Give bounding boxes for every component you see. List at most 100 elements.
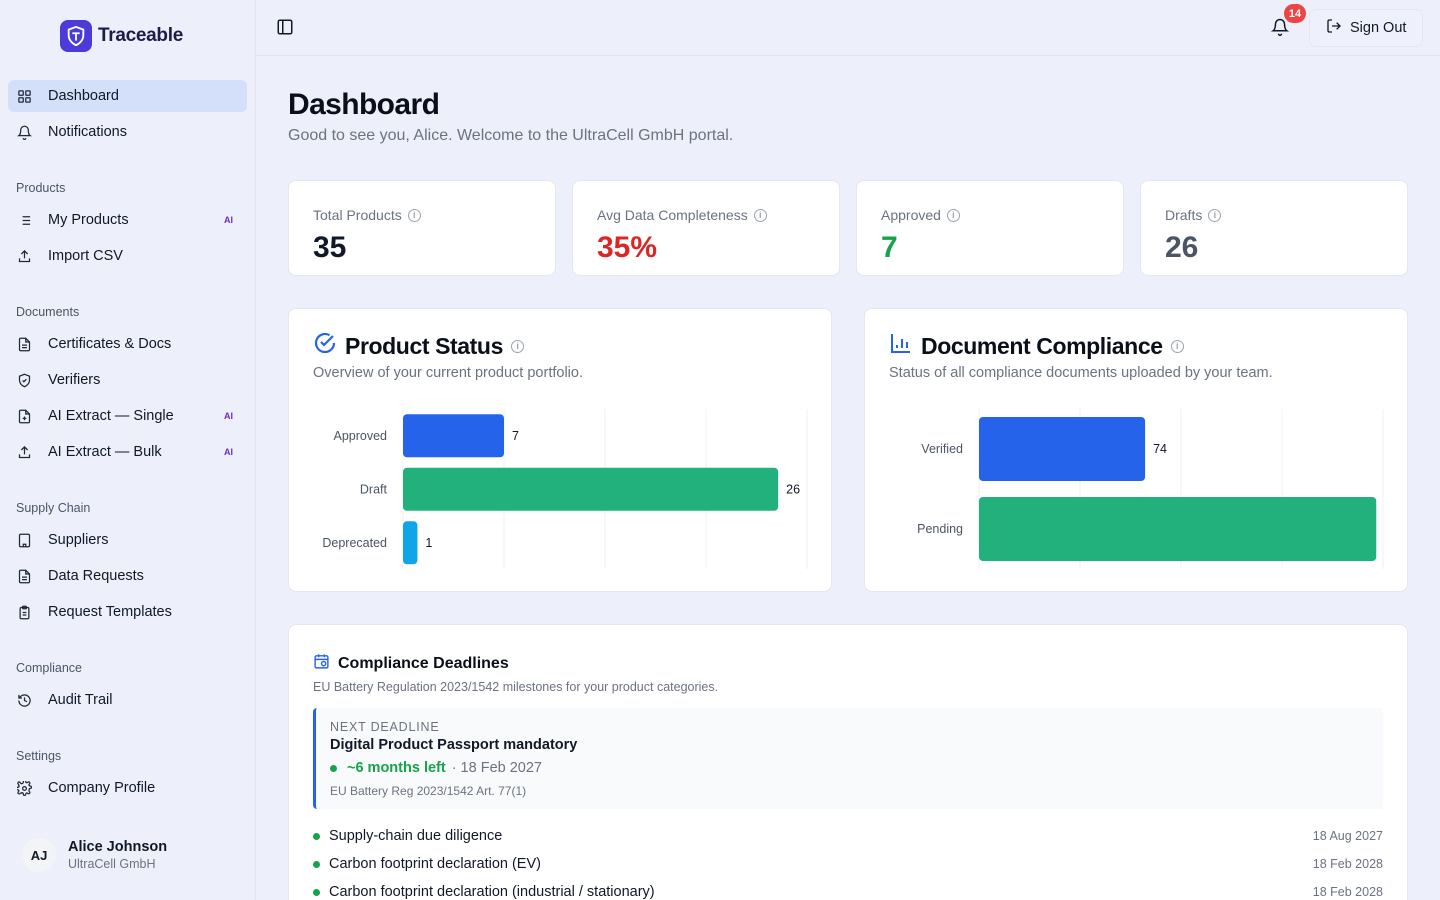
sidebar-item-label: Dashboard — [48, 88, 119, 104]
stat-label: Drafts — [1165, 207, 1203, 223]
sidebar-item-label: Import CSV — [48, 248, 123, 264]
section-label-documents: Documents — [16, 305, 80, 319]
time-left: ~6 months left — [347, 760, 446, 776]
sidebar-item-ai-extract-bulk[interactable]: AI Extract — Bulk AI — [8, 436, 247, 468]
deadlines-subtitle: EU Battery Regulation 2023/1542 mileston… — [313, 680, 719, 694]
clipboard-icon — [16, 604, 32, 620]
next-deadline-date: · 18 Feb 2027 — [451, 760, 542, 776]
sidebar-item-request-templates[interactable]: Request Templates — [8, 596, 247, 628]
sidebar-item-company-profile[interactable]: Company Profile — [8, 772, 247, 804]
stat-card-total-products: Total Products i 35 — [288, 180, 556, 276]
list-item: Carbon footprint declaration (EV) 18 Feb… — [313, 856, 1383, 872]
bar[interactable] — [403, 414, 504, 458]
data-label: 7 — [512, 429, 519, 443]
status-dot — [313, 860, 320, 868]
building-icon — [16, 532, 32, 548]
info-icon[interactable]: i — [753, 208, 767, 222]
status-dot — [330, 764, 337, 772]
user-company: UltraCell GmbH — [68, 857, 156, 871]
page-title: Dashboard — [288, 88, 440, 121]
page-subtitle: Good to see you, Alice. Welcome to the U… — [288, 127, 734, 144]
sign-out-button[interactable]: Sign Out — [1309, 9, 1423, 47]
info-icon[interactable]: i — [946, 208, 960, 222]
sidebar-item-suppliers[interactable]: Suppliers — [8, 524, 247, 556]
upload-icon — [16, 248, 32, 264]
sidebar-item-verifiers[interactable]: Verifiers — [8, 364, 247, 396]
compliance-deadlines-panel: Compliance Deadlines EU Battery Regulati… — [288, 624, 1408, 900]
stat-value: 7 — [881, 231, 898, 264]
status-dot — [313, 832, 320, 840]
bar[interactable] — [403, 521, 418, 565]
sidebar-item-label: Notifications — [48, 124, 127, 140]
category-label: Deprecated — [322, 536, 387, 550]
deadline-date: 18 Feb 2028 — [1312, 857, 1383, 871]
notifications-bell-icon[interactable] — [1270, 18, 1291, 38]
stat-value: 35 — [313, 231, 347, 264]
stat-label: Total Products — [313, 207, 402, 223]
status-dot — [313, 888, 320, 896]
history-icon — [16, 692, 32, 708]
stat-card-avg-completeness: Avg Data Completeness i 35% — [572, 180, 840, 276]
sidebar-item-label: AI Extract — Single — [48, 408, 174, 424]
sidebar-item-import-csv[interactable]: Import CSV — [8, 240, 247, 272]
bar-chart-icon — [889, 331, 913, 361]
bar[interactable] — [403, 467, 779, 511]
bar[interactable] — [979, 417, 1146, 481]
check-circle-icon — [313, 331, 337, 361]
grid-icon — [16, 88, 32, 104]
sidebar-item-label: Data Requests — [48, 568, 144, 584]
ai-tag: AI — [224, 447, 233, 457]
sidebar-item-label: Audit Trail — [48, 692, 113, 708]
sidebar-item-dashboard[interactable]: Dashboard — [8, 80, 247, 112]
info-icon[interactable]: i — [1170, 339, 1184, 353]
shield-icon — [16, 372, 32, 388]
info-icon[interactable]: i — [407, 208, 421, 222]
upload-icon — [16, 444, 32, 460]
deadline-date: 18 Feb 2028 — [1312, 885, 1383, 899]
info-icon[interactable]: i — [1208, 208, 1222, 222]
list-icon — [16, 212, 32, 228]
product-status-panel: Product Status i Overview of your curren… — [288, 308, 832, 592]
sidebar-item-ai-extract-single[interactable]: AI Extract — Single AI — [8, 400, 247, 432]
list-item: Supply-chain due diligence 18 Aug 2027 — [313, 828, 1383, 844]
sidebar-item-audit-trail[interactable]: Audit Trail — [8, 684, 247, 716]
file-icon — [16, 336, 32, 352]
section-label-compliance: Compliance — [16, 661, 83, 675]
deadline-date: 18 Aug 2027 — [1312, 829, 1383, 843]
user-profile[interactable]: AJ Alice Johnson UltraCell GmbH — [22, 838, 167, 872]
file-plus-icon — [16, 408, 32, 424]
stat-value: 35% — [597, 231, 658, 264]
next-deadline-name: Digital Product Passport mandatory — [330, 737, 578, 753]
bar[interactable] — [979, 497, 1377, 561]
deadline-name: Supply-chain due diligence — [329, 828, 503, 844]
sidebar-item-my-products[interactable]: My Products AI — [8, 204, 247, 236]
topbar: 14 Sign Out — [256, 0, 1440, 56]
panel-title: Document Compliance — [921, 332, 1163, 359]
brand-name: Traceable — [98, 25, 183, 46]
bell-icon — [16, 124, 32, 140]
shield-logo-icon — [60, 20, 92, 52]
product-status-chart: Approved 7 Draft 26 Deprecated 1 — [322, 409, 808, 569]
gear-icon — [16, 780, 32, 796]
next-deadline-card: NEXT DEADLINE Digital Product Passport m… — [313, 708, 1383, 809]
stat-value: 26 — [1165, 231, 1199, 264]
sidebar-item-certificates[interactable]: Certificates & Docs — [8, 328, 247, 360]
sign-out-label: Sign Out — [1350, 20, 1407, 36]
deadlines-title: Compliance Deadlines — [338, 655, 509, 672]
sidebar-item-label: Certificates & Docs — [48, 336, 172, 352]
panel-subtitle: Status of all compliance documents uploa… — [889, 365, 1273, 381]
brand-logo[interactable]: Traceable — [60, 20, 183, 52]
sidebar-item-label: AI Extract — Bulk — [48, 444, 162, 460]
sidebar-item-label: Suppliers — [48, 532, 109, 548]
section-label-settings: Settings — [16, 749, 62, 763]
sidebar-item-data-requests[interactable]: Data Requests — [8, 560, 247, 592]
category-label: Approved — [333, 429, 387, 443]
sidebar-item-notifications[interactable]: Notifications — [8, 116, 247, 148]
regulation-reference: EU Battery Reg 2023/1542 Art. 77(1) — [330, 784, 527, 798]
sidebar-item-label: Request Templates — [48, 604, 172, 620]
list-item: Carbon footprint declaration (industrial… — [313, 884, 1383, 900]
sidebar-toggle-icon[interactable] — [276, 18, 296, 38]
file-icon — [16, 568, 32, 584]
info-icon[interactable]: i — [510, 339, 524, 353]
data-label: 1 — [425, 536, 432, 550]
